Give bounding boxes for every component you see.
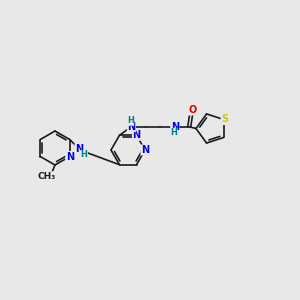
Text: N: N [132, 130, 141, 140]
Text: CH₃: CH₃ [38, 172, 56, 181]
Text: H: H [170, 128, 177, 137]
Text: N: N [141, 145, 149, 155]
Text: S: S [221, 115, 228, 124]
Text: H: H [127, 116, 134, 125]
Text: N: N [127, 122, 136, 132]
Text: N: N [66, 152, 74, 161]
Text: N: N [171, 122, 179, 132]
Text: H: H [81, 150, 88, 159]
Text: O: O [188, 105, 196, 115]
Text: N: N [75, 144, 83, 154]
